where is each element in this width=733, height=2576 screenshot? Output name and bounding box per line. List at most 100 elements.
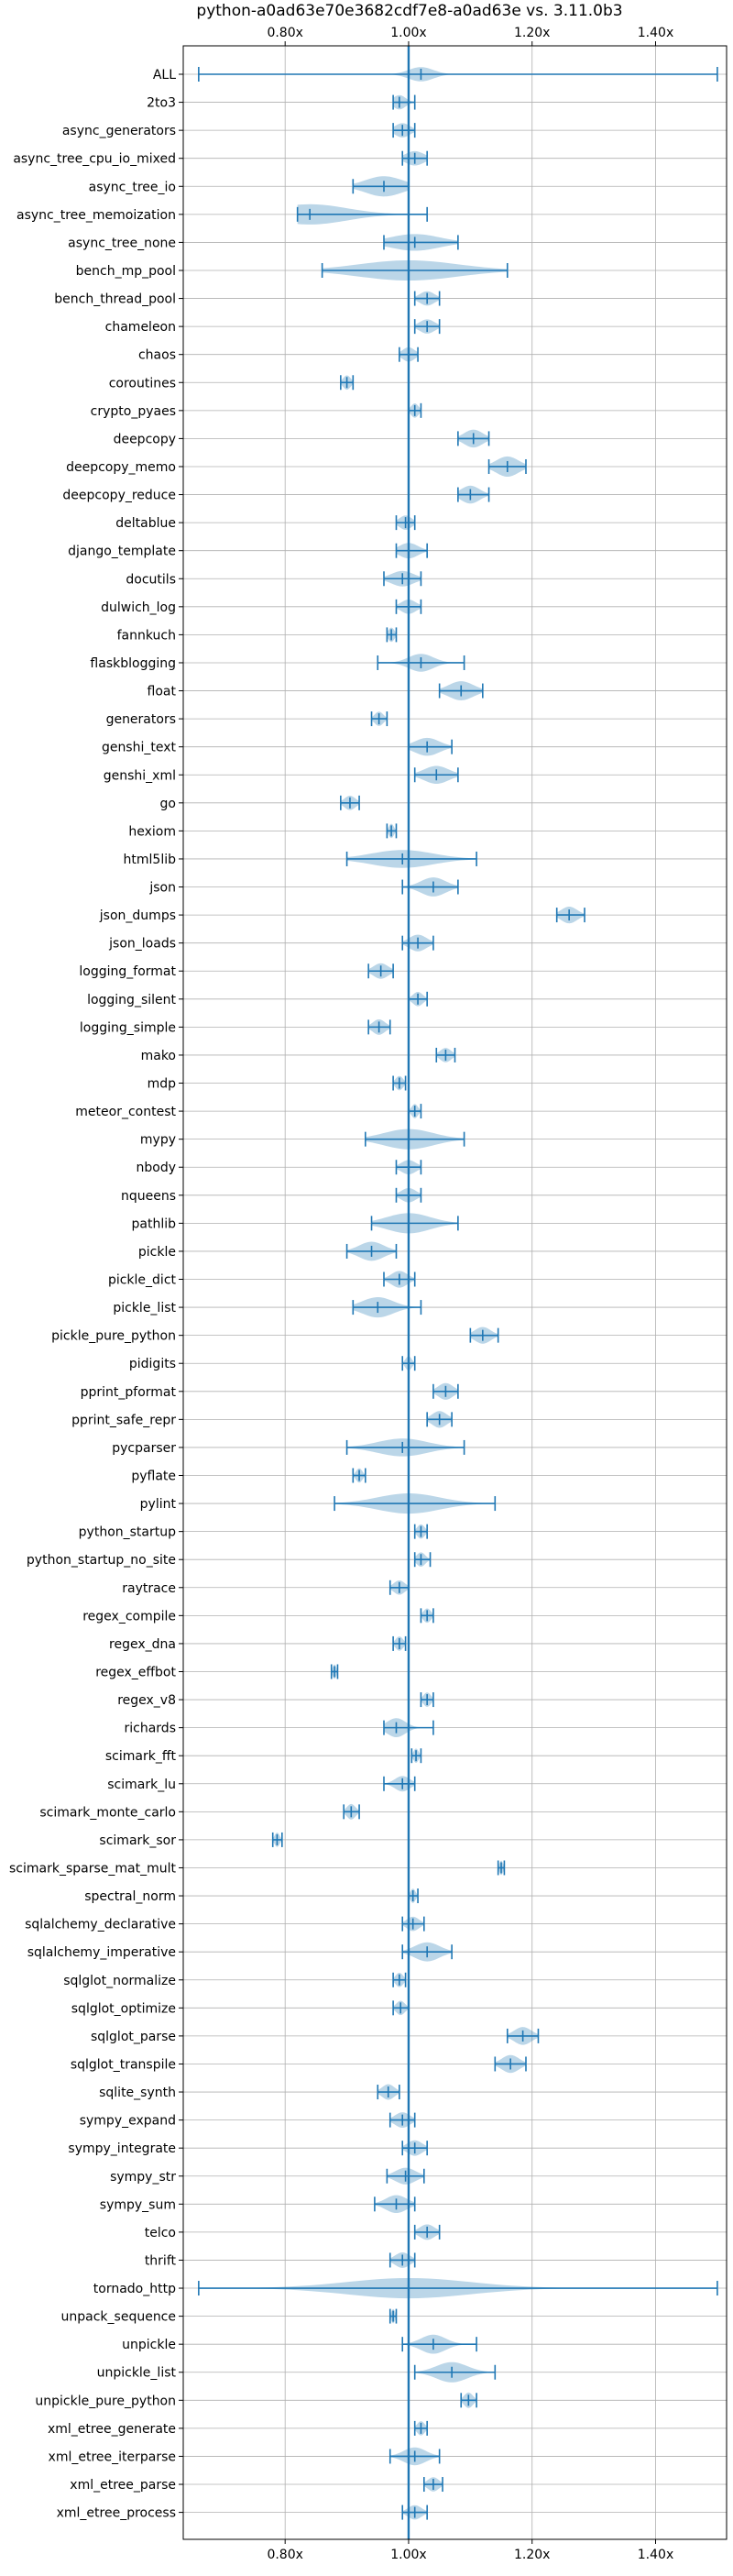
benchmark-label: unpickle_list [97, 2366, 177, 2381]
benchmark-label: genshi_xml [104, 768, 176, 783]
y-axis-labels: ALL 2to3 async_generators async_tree_cpu_io… [9, 68, 176, 2521]
benchmark-label: 2to3 [147, 96, 176, 111]
benchmark-label: unpack_sequence [61, 2310, 176, 2325]
benchmark-label: pickle_pure_python [51, 1329, 176, 1344]
benchmark-label: sqlglot_transpile [71, 2057, 176, 2072]
benchmark-label: chameleon [105, 320, 176, 335]
benchmark-label: thrift [145, 2253, 177, 2268]
benchmark-label: scimark_fft [105, 1749, 177, 1764]
benchmark-label: coroutines [109, 376, 176, 391]
benchmark-label: spectral_norm [84, 1889, 176, 1904]
x-tick-label-top: 0.80x [267, 26, 302, 40]
benchmark-label: logging_silent [87, 993, 176, 1007]
benchmark-label: mypy [140, 1133, 176, 1148]
benchmark-label: meteor_contest [75, 1105, 176, 1119]
benchmark-label: pprint_pformat [81, 1385, 177, 1400]
benchmark-label: genshi_text [102, 741, 177, 755]
benchmark-label: pyflate [131, 1470, 176, 1484]
benchmark-label: async_tree_io [89, 180, 176, 194]
benchmark-label: django_template [68, 545, 176, 559]
benchmark-label: html5lib [124, 853, 177, 867]
benchmark-label: async_tree_memoization [16, 208, 176, 223]
plot-frame [182, 45, 728, 2540]
benchmark-label: xml_etree_iterparse [49, 2449, 176, 2464]
benchmark-label: python_startup [79, 1525, 176, 1540]
benchmark-label: sqlalchemy_declarative [25, 1918, 176, 1932]
benchmark-label: async_tree_cpu_io_mixed [13, 152, 176, 167]
grid-layer [183, 46, 727, 2539]
benchmark-label: bench_thread_pool [54, 292, 176, 307]
benchmark-label: nqueens [121, 1189, 176, 1204]
benchmark-label: async_generators [62, 124, 176, 138]
benchmark-label: xml_etree_generate [48, 2422, 176, 2437]
benchmark-label: bench_mp_pool [76, 264, 176, 279]
benchmark-label: dulwich_log [101, 600, 176, 615]
x-tick-label-bottom: 0.80x [267, 2548, 302, 2562]
benchmark-label: sympy_integrate [68, 2141, 176, 2156]
benchmark-label: python_startup_no_site [27, 1553, 176, 1568]
benchmark-label: scimark_sor [99, 1833, 176, 1848]
benchmark-label: logging_simple [80, 1020, 176, 1035]
benchmark-label: unpickle_pure_python [35, 2394, 176, 2408]
benchmark-label: docutils [126, 572, 176, 587]
benchmark-label: pycparser [112, 1441, 176, 1456]
benchmark-label: pprint_safe_repr [71, 1413, 176, 1427]
benchmark-label: deepcopy [114, 432, 176, 446]
benchmark-label: sqlalchemy_imperative [27, 1945, 176, 1960]
benchmark-label: richards [125, 1722, 177, 1736]
benchmark-label: regex_v8 [117, 1693, 176, 1708]
x-tick-label-bottom: 1.20x [514, 2548, 550, 2562]
benchmark-label: nbody [137, 1161, 177, 1175]
benchmark-label: pylint [140, 1497, 177, 1512]
benchmark-label: deepcopy_reduce [62, 489, 176, 503]
x-tick-label-top: 1.00x [390, 26, 426, 40]
benchmark-label: pickle_list [113, 1301, 176, 1316]
benchmark-label: regex_effbot [95, 1665, 176, 1679]
benchmark-label: ALL [153, 68, 176, 83]
benchmark-label: json_dumps [99, 908, 176, 923]
benchmark-label: json [148, 881, 176, 896]
benchmark-label: sqlglot_normalize [63, 1974, 176, 1988]
benchmark-label: pathlib [132, 1216, 177, 1231]
benchmark-label: raytrace [122, 1581, 176, 1596]
benchmark-label: sqlglot_parse [91, 2030, 176, 2044]
benchmark-label: flaskblogging [90, 656, 176, 671]
benchmark-label: regex_compile [82, 1609, 176, 1624]
x-tick-label-top: 1.20x [514, 26, 550, 40]
benchmark-label: crypto_pyaes [91, 404, 176, 419]
benchmark-label: scimark_lu [107, 1778, 176, 1792]
benchmark-label: chaos [138, 348, 176, 363]
benchmark-label: sqlite_synth [99, 2086, 176, 2100]
benchmark-label: mdp [148, 1077, 177, 1092]
benchmark-label: deltablue [115, 516, 176, 531]
x-tick-label-bottom: 1.40x [638, 2548, 673, 2562]
benchmark-label: sqlglot_optimize [71, 2001, 176, 2016]
benchmark-label: go [160, 797, 176, 811]
violin-layer [198, 67, 718, 2520]
benchmark-label: fannkuch [117, 628, 176, 643]
benchmark-label: xml_etree_parse [70, 2478, 176, 2493]
benchmark-label: sympy_str [110, 2170, 176, 2185]
benchmark-label: hexiom [128, 824, 176, 839]
benchmark-label: scimark_monte_carlo [39, 1805, 176, 1820]
benchmark-label: tornado_http [93, 2282, 176, 2296]
x-axis-ticks: 0.80x 0.80x 1.00x 1.00x 1.20x 1.20x 1.40x 1.40x [179, 26, 673, 2562]
benchmark-label: regex_dna [109, 1637, 176, 1652]
benchmark-label: scimark_sparse_mat_mult [9, 1861, 176, 1876]
benchmark-label: sympy_sum [100, 2197, 176, 2212]
x-tick-label-bottom: 1.00x [390, 2548, 426, 2562]
chart-title: python-a0ad63e70e3682cdf7e8-a0ad63e vs. … [196, 2, 622, 20]
benchmark-label: telco [145, 2226, 176, 2240]
benchmark-label: async_tree_none [68, 236, 176, 250]
benchmark-label: generators [106, 712, 176, 727]
benchmark-label: pidigits [129, 1357, 176, 1371]
benchmark-label: json_loads [108, 937, 176, 952]
x-tick-label-top: 1.40x [638, 26, 673, 40]
benchmark-label: mako [141, 1049, 176, 1063]
benchmark-label: pickle [138, 1245, 176, 1260]
benchmark-label: xml_etree_process [57, 2506, 176, 2521]
benchmark-label: sympy_expand [80, 2114, 176, 2129]
benchmark-label: deepcopy_memo [66, 460, 176, 475]
benchmark-label: pickle_dict [108, 1273, 177, 1288]
